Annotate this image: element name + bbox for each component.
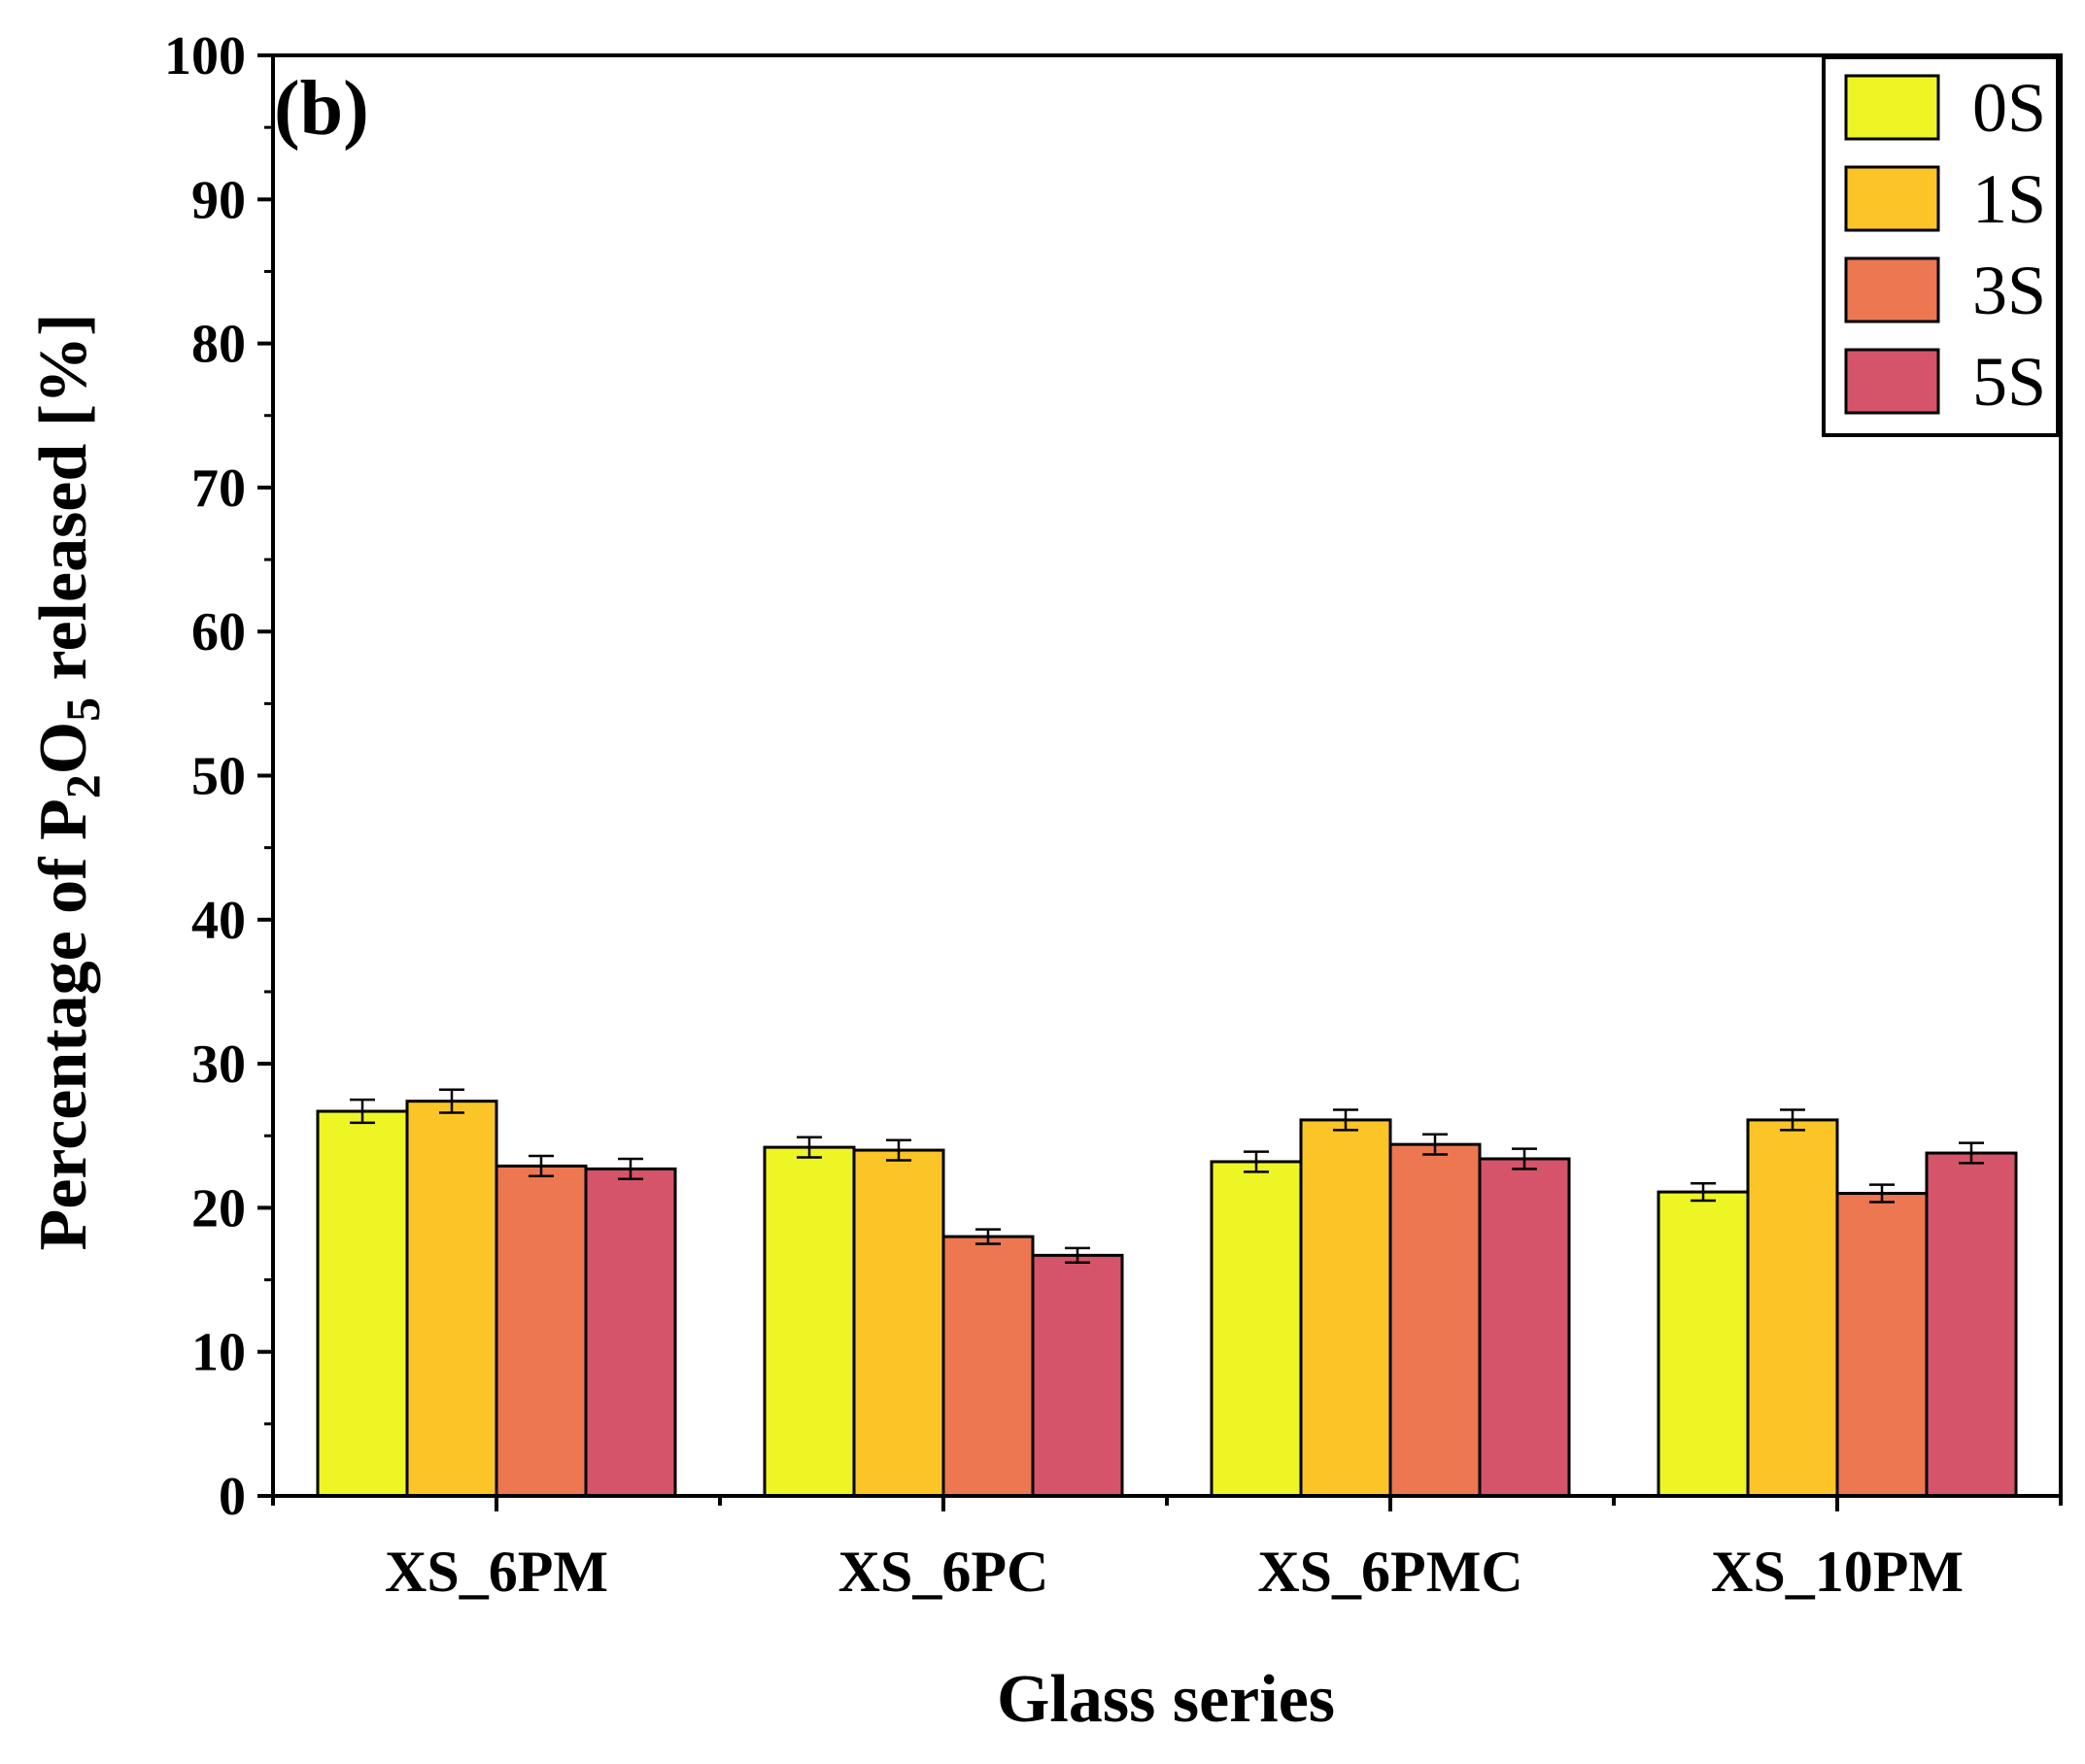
bar-0S-XS_10PM	[1657, 1190, 1750, 1498]
legend-swatch-5S	[1844, 348, 1940, 415]
bar-0S-XS_6PMC	[1210, 1160, 1303, 1498]
legend-swatch-0S	[1844, 74, 1940, 141]
y-tick-label: 0	[219, 1467, 246, 1527]
bar-5S-XS_6PM	[584, 1167, 677, 1498]
legend-label-1S: 1S	[1972, 160, 2046, 238]
y-tick-label: 20	[191, 1178, 246, 1238]
y-tick-label: 90	[191, 170, 246, 230]
bar-3S-XS_6PMC	[1388, 1142, 1482, 1498]
bar-1S-XS_6PC	[852, 1148, 945, 1498]
bar-3S-XS_6PM	[495, 1164, 588, 1498]
error-bars-layer	[350, 1088, 1984, 1265]
ticks-layer	[257, 53, 2063, 1511]
y-tick-label: 10	[191, 1323, 246, 1383]
y-axis-title-subscript: 5	[55, 697, 110, 722]
y-tick-label: 100	[164, 26, 246, 86]
bar-3S-XS_10PM	[1835, 1192, 1929, 1498]
y-tick-label: 70	[191, 458, 246, 519]
legend-label-3S: 3S	[1972, 252, 2046, 329]
bar-1S-XS_10PM	[1746, 1118, 1839, 1498]
bar-0S-XS_6PC	[763, 1145, 856, 1498]
bars-layer	[316, 1100, 2018, 1498]
y-axis-title-subscript: 2	[55, 774, 110, 798]
legend-label-0S: 0S	[1972, 69, 2046, 147]
panel-label: (b)	[274, 66, 369, 152]
bar-5S-XS_10PM	[1925, 1151, 2018, 1498]
bar-5S-XS_6PMC	[1478, 1157, 1571, 1498]
x-axis-title: Glass series	[997, 1662, 1335, 1737]
x-tick-label-XS_10PM: XS_10PM	[1711, 1540, 1964, 1604]
y-axis-title-part: O	[26, 722, 101, 774]
bar-3S-XS_6PC	[941, 1235, 1035, 1498]
y-tick-label: 40	[191, 891, 246, 951]
y-tick-label: 80	[191, 315, 246, 375]
y-axis-title-part: released [%]	[26, 314, 101, 697]
x-tick-label-XS_6PC: XS_6PC	[838, 1540, 1049, 1604]
bar-0S-XS_6PM	[316, 1109, 409, 1498]
y-axis-title: Percentage of P2O5 released [%]	[26, 314, 110, 1251]
x-tick-label-XS_6PMC: XS_6PMC	[1257, 1540, 1522, 1604]
legend-swatch-3S	[1844, 256, 1940, 323]
labels-layer: XS_6PM XS_6PC XS_6PMC XS_10PM 0 10 20 30 40 50 60 7…	[164, 26, 1964, 1604]
y-tick-label: 50	[191, 747, 246, 807]
bar-1S-XS_6PM	[405, 1100, 498, 1498]
legend: 0S 1S 3S 5S	[1822, 55, 2060, 437]
legend-swatch-1S	[1844, 165, 1940, 232]
y-axis-title-part: Percentage of P	[26, 798, 101, 1250]
legend-label-5S: 5S	[1972, 343, 2046, 421]
y-tick-label: 60	[191, 602, 246, 662]
y-tick-label: 30	[191, 1035, 246, 1095]
bar-1S-XS_6PMC	[1299, 1118, 1392, 1498]
bar-5S-XS_6PC	[1031, 1253, 1124, 1498]
x-tick-label-XS_6PM: XS_6PM	[385, 1540, 608, 1604]
